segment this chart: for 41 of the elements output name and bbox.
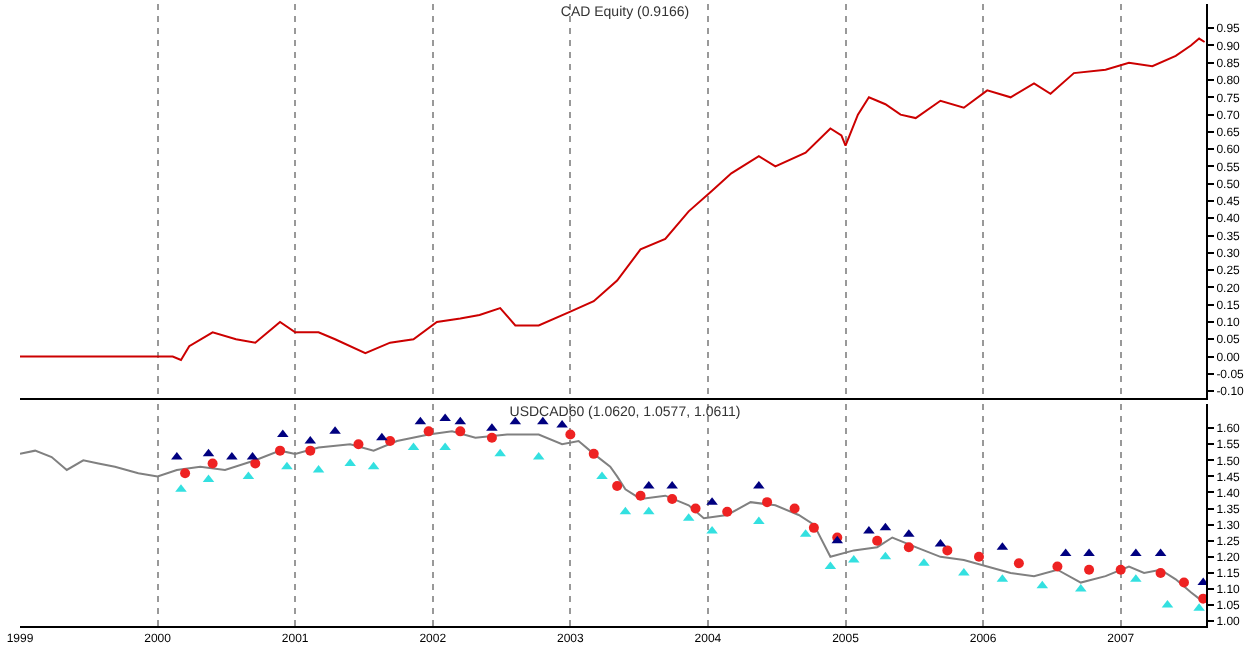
point [667, 493, 678, 504]
point [344, 458, 356, 467]
point [1198, 593, 1206, 604]
point [486, 432, 497, 443]
point [762, 497, 773, 508]
point [942, 545, 953, 556]
point [1115, 564, 1126, 575]
point [588, 448, 599, 459]
point [808, 522, 819, 533]
point [353, 439, 364, 450]
point [281, 461, 293, 470]
point [423, 426, 434, 437]
point [1084, 564, 1095, 575]
point [250, 458, 261, 469]
point [872, 535, 883, 546]
point [275, 445, 286, 456]
point [305, 445, 316, 456]
point [612, 481, 623, 492]
point [1052, 561, 1063, 572]
point [1155, 567, 1166, 578]
point [973, 551, 984, 562]
point [180, 468, 191, 479]
point [635, 490, 646, 501]
point [494, 448, 506, 457]
point [903, 542, 914, 553]
point [690, 503, 701, 514]
point [1197, 577, 1206, 586]
point [1083, 548, 1095, 557]
point [1130, 548, 1142, 557]
point [722, 506, 733, 517]
point [455, 426, 466, 437]
point [376, 432, 388, 441]
point [207, 458, 218, 469]
point [277, 429, 289, 438]
point [385, 436, 396, 446]
point [789, 503, 800, 514]
line-series [20, 37, 1206, 361]
point [1013, 558, 1024, 569]
point [565, 429, 576, 440]
point [1178, 577, 1189, 588]
point [643, 506, 655, 515]
